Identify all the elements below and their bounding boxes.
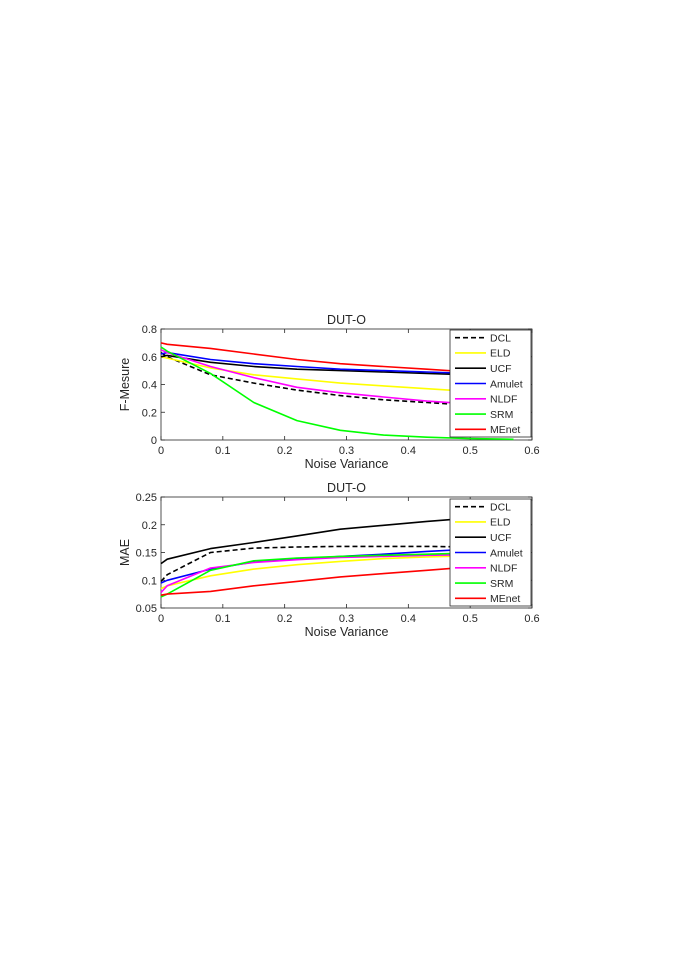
legend-label: NLDF [490, 563, 517, 575]
x-tick-label: 0.2 [277, 445, 292, 457]
x-tick-label: 0.3 [339, 445, 354, 457]
series-line-menet [160, 342, 471, 373]
legend-label: SRM [490, 578, 513, 590]
legend-label: NLDF [490, 394, 517, 406]
legend-label: MEnet [490, 424, 520, 436]
chart-title: DUT-O [327, 313, 366, 327]
series-line-amulet [160, 351, 471, 375]
x-tick-label: 0.4 [401, 613, 416, 625]
legend-label: DCL [490, 501, 511, 513]
x-tick-label: 0.5 [463, 613, 478, 625]
legend: DCL ELD UCF Amulet NLDF SRM MEnet [449, 329, 532, 438]
y-tick-label: 0.2 [142, 520, 157, 532]
series-line-dcl [160, 351, 471, 407]
y-tick-label: 0.4 [142, 380, 157, 392]
y-tick-label: 0.25 [136, 492, 157, 504]
y-axis-label: F-Mesure [118, 358, 132, 412]
chart-1: 0 0.1 0.2 0.3 0.4 0.5 0.6 0 0.2 0.4 0.6 0.8 DUT-O Noi… [118, 313, 540, 471]
legend-label: Amulet [490, 547, 523, 559]
series-line-eld [160, 356, 471, 393]
series-line-menet [160, 566, 471, 596]
x-axis-label: Noise Variance [305, 457, 389, 471]
x-tick-label: 0.1 [215, 613, 230, 625]
x-tick-label: 0.4 [401, 445, 416, 457]
series-line-ucf [160, 517, 471, 565]
y-tick-label: 0.2 [142, 407, 157, 419]
legend-label: ELD [490, 348, 511, 360]
legend-label: SRM [490, 409, 513, 421]
x-tick-label: 0 [158, 613, 164, 625]
legend-label: UCF [490, 532, 512, 544]
x-tick-label: 0.3 [339, 613, 354, 625]
y-tick-label: 0.1 [142, 575, 157, 587]
x-tick-label: 0.6 [524, 445, 539, 457]
x-tick-label: 0.1 [215, 445, 230, 457]
chart-2: 0 0.1 0.2 0.3 0.4 0.5 0.6 0.05 0.1 0.15 0.2 0.25 DUT… [118, 481, 540, 639]
legend-label: Amulet [490, 378, 523, 390]
series-line-srm [160, 552, 471, 598]
legend: DCL ELD UCF Amulet NLDF SRM MEnet [449, 498, 532, 607]
x-axis-label: Noise Variance [305, 625, 389, 639]
y-tick-label: 0 [151, 435, 157, 447]
x-tick-label: 0.5 [463, 445, 478, 457]
x-tick-label: 0 [158, 445, 164, 457]
y-axis-label: MAE [118, 539, 132, 566]
chart-title: DUT-O [327, 481, 366, 495]
y-tick-label: 0.6 [142, 352, 157, 364]
series-line-nldf [160, 349, 471, 405]
legend-box [449, 329, 532, 438]
legend-label: DCL [490, 332, 511, 344]
series-line-dcl [160, 545, 471, 582]
y-tick-label: 0.15 [136, 548, 157, 560]
legend-label: ELD [490, 517, 511, 529]
series-line-nldf [160, 553, 471, 594]
x-tick-label: 0.6 [524, 613, 539, 625]
series-line-eld [160, 555, 471, 590]
legend-label: MEnet [490, 593, 520, 605]
y-tick-label: 0.8 [142, 324, 157, 336]
x-tick-label: 0.2 [277, 613, 292, 625]
y-tick-label: 0.05 [136, 603, 157, 615]
series-line-srm [160, 346, 514, 441]
legend-label: UCF [490, 363, 512, 375]
